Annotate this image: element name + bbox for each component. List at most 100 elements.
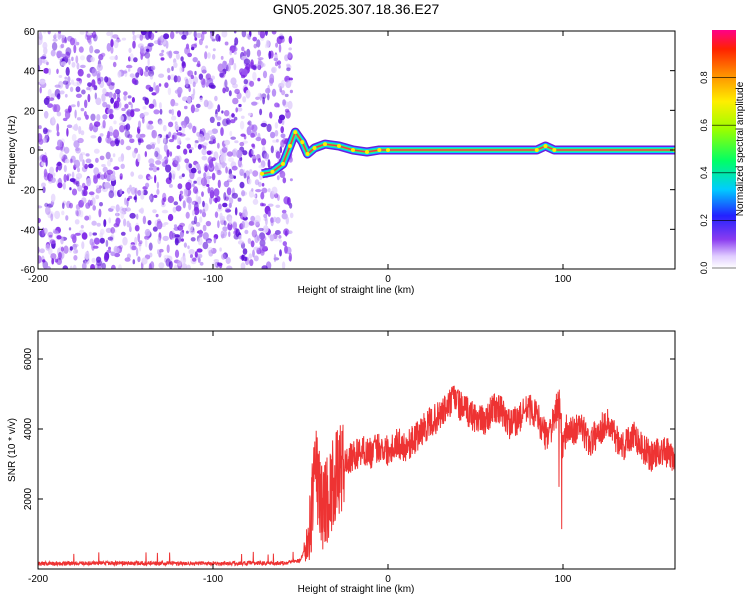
noise-speckle xyxy=(78,46,84,53)
colorbar-tick-label: 0.2 xyxy=(699,214,709,227)
carrier-track-point xyxy=(293,130,298,135)
noise-speckle xyxy=(117,70,122,78)
noise-speckle xyxy=(63,39,68,44)
noise-speckle xyxy=(261,182,265,187)
noise-speckle xyxy=(84,99,88,109)
noise-speckle xyxy=(129,73,135,78)
noise-speckle xyxy=(185,182,192,190)
noise-speckle xyxy=(137,233,140,243)
noise-speckle xyxy=(258,227,264,232)
colorbar-ticks: 0.0 0.2 0.4 0.6 0.8 xyxy=(699,71,736,274)
noise-speckle xyxy=(233,175,236,179)
noise-speckle xyxy=(237,240,245,245)
noise-speckle xyxy=(250,240,255,248)
noise-speckle xyxy=(163,144,168,152)
noise-speckle xyxy=(193,31,197,39)
noise-speckle xyxy=(168,131,172,138)
noise-speckle xyxy=(78,199,84,208)
noise-speckle xyxy=(253,43,258,49)
noise-speckle xyxy=(234,140,239,144)
noise-speckle xyxy=(183,148,188,155)
noise-speckle xyxy=(199,209,202,214)
noise-speckle xyxy=(102,101,108,108)
noise-speckle xyxy=(65,215,69,221)
noise-speckle xyxy=(42,137,47,144)
noise-speckle xyxy=(279,146,283,154)
noise-speckle xyxy=(282,177,287,184)
noise-speckle xyxy=(272,139,277,143)
noise-speckle xyxy=(61,53,66,58)
noise-speckle xyxy=(198,38,203,46)
noise-speckle xyxy=(225,86,230,93)
noise-speckle xyxy=(59,151,64,160)
noise-speckle xyxy=(113,100,120,109)
carrier-track-point xyxy=(260,171,264,176)
noise-speckle xyxy=(155,213,159,218)
noise-speckle xyxy=(252,249,255,258)
noise-speckle xyxy=(77,68,84,77)
noise-speckle xyxy=(126,253,131,259)
noise-speckle xyxy=(78,125,82,135)
noise-speckle xyxy=(242,150,248,156)
noise-speckle xyxy=(243,79,248,85)
noise-speckle xyxy=(207,186,211,194)
noise-speckle xyxy=(48,68,51,76)
noise-speckle xyxy=(113,92,117,100)
noise-speckle xyxy=(233,31,237,34)
noise-speckle xyxy=(226,187,232,196)
noise-speckle xyxy=(233,51,237,55)
noise-speckle xyxy=(127,95,132,99)
noise-speckle xyxy=(233,116,238,121)
noise-speckle xyxy=(274,122,279,129)
noise-speckle xyxy=(59,90,65,95)
y-tick-label: 20 xyxy=(24,106,36,117)
noise-speckle xyxy=(269,234,275,242)
noise-speckle xyxy=(56,258,62,265)
noise-speckle xyxy=(72,126,78,130)
noise-speckle xyxy=(252,71,257,81)
noise-speckle xyxy=(199,97,203,103)
noise-speckle xyxy=(72,264,77,269)
noise-speckle xyxy=(250,215,256,222)
noise-speckle xyxy=(193,215,198,225)
noise-speckle xyxy=(211,157,216,162)
noise-speckle xyxy=(98,208,102,218)
noise-speckle xyxy=(121,107,126,112)
noise-speckle xyxy=(241,190,246,197)
noise-speckle xyxy=(192,88,196,96)
noise-speckle xyxy=(271,88,277,97)
noise-speckle xyxy=(209,196,213,205)
x-tick-label: -100 xyxy=(203,574,223,585)
noise-speckle xyxy=(255,189,262,193)
noise-speckle xyxy=(167,75,171,81)
noise-speckle xyxy=(275,204,281,208)
noise-speckle xyxy=(209,187,214,193)
noise-speckle xyxy=(243,172,247,179)
noise-speckle xyxy=(179,66,184,74)
noise-speckle xyxy=(186,196,192,204)
noise-speckle xyxy=(274,130,279,137)
figure-title: GN05.2025.307.18.36.E27 xyxy=(273,1,440,17)
noise-speckle xyxy=(80,130,85,136)
noise-speckle xyxy=(158,102,162,109)
noise-speckle xyxy=(84,251,90,260)
noise-speckle xyxy=(276,138,279,143)
noise-speckle xyxy=(131,245,137,251)
noise-speckle xyxy=(208,249,214,257)
noise-speckle xyxy=(234,88,240,95)
noise-speckle xyxy=(202,224,207,232)
carrier-track-point xyxy=(534,148,539,152)
noise-speckle xyxy=(279,239,282,243)
noise-speckle xyxy=(248,61,254,69)
noise-speckle xyxy=(157,118,163,125)
noise-speckle xyxy=(168,183,173,188)
noise-speckle xyxy=(196,253,203,259)
noise-speckle xyxy=(242,248,248,255)
noise-speckle xyxy=(48,234,53,238)
noise-speckle xyxy=(191,209,195,216)
noise-speckle xyxy=(266,123,272,133)
noise-speckle xyxy=(148,263,152,269)
noise-speckle xyxy=(225,257,231,264)
noise-speckle xyxy=(228,202,232,208)
noise-speckle xyxy=(92,245,99,249)
